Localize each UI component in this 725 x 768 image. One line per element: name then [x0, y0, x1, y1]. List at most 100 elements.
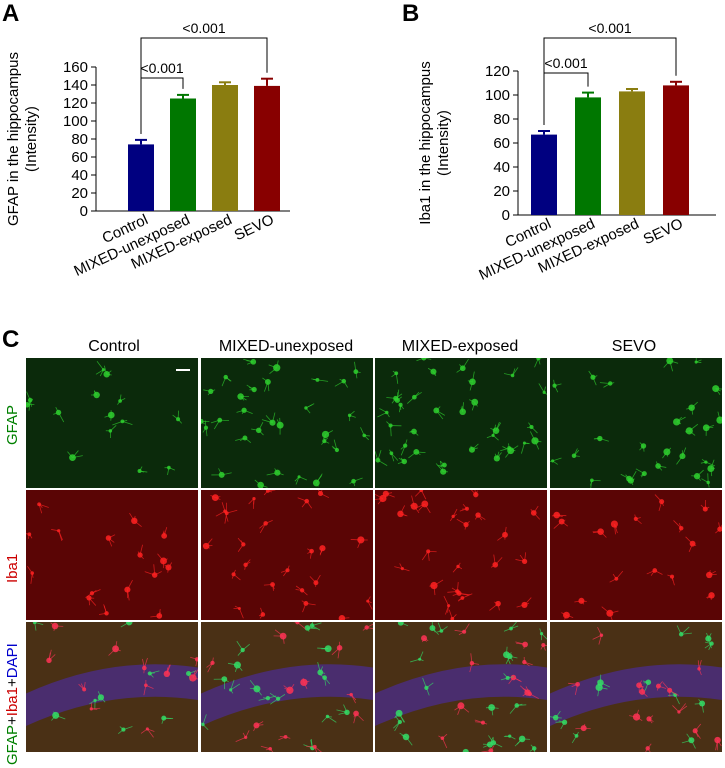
cell-process	[26, 533, 30, 535]
cell-process	[305, 407, 311, 414]
category-label: SEVO	[641, 215, 686, 248]
cell-process	[534, 440, 542, 443]
row-label-merge: GFAP+Iba1+DAPI	[4, 643, 21, 765]
cell-process	[566, 614, 574, 619]
cell-process	[319, 666, 323, 673]
cell-process	[317, 490, 321, 494]
cell-body	[669, 574, 675, 579]
bar-control	[128, 144, 154, 211]
column-header-mixed-unexposed: MIXED-unexposed	[218, 338, 354, 355]
row-label-merge-plus1: +	[4, 716, 21, 725]
cell-process	[445, 605, 449, 615]
cell-process	[650, 570, 656, 576]
cell-process	[258, 614, 263, 617]
cell-process	[524, 552, 527, 562]
bar-sevo	[663, 85, 689, 216]
cell-process	[147, 728, 155, 732]
cell-process	[333, 439, 338, 451]
cell-body	[295, 622, 300, 625]
cell-process	[353, 713, 357, 724]
cell-process	[100, 697, 106, 703]
cell-process	[541, 633, 547, 640]
cell-process	[469, 399, 475, 403]
cell-process	[265, 520, 273, 524]
cell-process	[327, 716, 337, 723]
cell-process	[190, 656, 198, 660]
cell-process	[336, 709, 348, 713]
cell-process	[471, 662, 480, 665]
cell-process	[676, 455, 683, 465]
cell-process	[260, 607, 264, 615]
cell-process	[433, 579, 444, 586]
cell-process	[172, 414, 179, 420]
cell-process	[599, 382, 611, 384]
cell-process	[530, 508, 535, 514]
y-tick-label: 40	[71, 167, 88, 184]
cell-process	[647, 748, 651, 752]
cell-process	[421, 551, 429, 561]
cell-process	[470, 445, 473, 450]
cell-process	[391, 372, 397, 378]
cell-process	[495, 422, 502, 431]
cell-process	[317, 661, 321, 673]
cell-process	[240, 396, 247, 401]
cell-process	[72, 455, 83, 459]
cell-process	[422, 677, 427, 689]
cell-body	[375, 457, 381, 463]
cell-process	[391, 452, 399, 461]
cell-process	[263, 381, 269, 392]
cell-process	[416, 503, 425, 509]
cell-process	[512, 367, 519, 376]
y-tick-label: 160	[63, 59, 88, 76]
cell-process	[574, 684, 579, 696]
micrograph-background	[550, 358, 722, 488]
cell-process	[534, 440, 540, 450]
cell-process	[706, 594, 712, 598]
cell-process	[163, 558, 168, 562]
row-label-gfap-text: GFAP	[4, 404, 21, 445]
cell-process	[459, 364, 464, 369]
cell-process	[410, 658, 420, 663]
cell-body	[144, 683, 148, 688]
cell-process	[315, 574, 321, 583]
cell-process	[272, 412, 276, 423]
cell-process	[108, 648, 116, 656]
cell-process	[416, 451, 426, 454]
cell-process	[448, 609, 453, 619]
cell-process	[609, 613, 613, 620]
cell-process	[245, 730, 250, 738]
cell-process	[248, 498, 255, 505]
micrograph-gfap-control	[26, 358, 198, 488]
cell-process	[436, 406, 441, 411]
cell-process	[685, 536, 693, 545]
cell-process	[259, 523, 267, 534]
cell-process	[377, 498, 384, 505]
cell-process	[658, 685, 667, 689]
cell-process	[472, 371, 475, 382]
cell-process	[134, 520, 142, 528]
cell-process	[80, 683, 85, 690]
cell-process	[698, 660, 702, 669]
cell-body	[124, 586, 131, 593]
y-tick-label: 100	[485, 87, 510, 104]
cell-process	[139, 466, 143, 472]
cell-process	[505, 450, 511, 458]
cell-process	[503, 628, 512, 632]
cell-process	[543, 386, 546, 393]
cell-process	[461, 405, 464, 412]
cell-process	[240, 540, 244, 545]
cell-process	[543, 392, 547, 395]
cell-process	[367, 596, 371, 602]
cell-process	[436, 410, 444, 420]
cell-process	[258, 430, 264, 436]
cell-process	[696, 475, 701, 481]
cell-body	[151, 572, 158, 578]
cell-process	[458, 631, 465, 636]
significance-bracket	[140, 37, 268, 134]
micrograph-gfap-mixed-exposed	[375, 358, 547, 488]
cell-process	[420, 490, 427, 500]
cell-process	[433, 585, 436, 596]
cell-process	[311, 622, 313, 626]
cell-body	[221, 676, 228, 683]
cell-process	[538, 383, 545, 393]
